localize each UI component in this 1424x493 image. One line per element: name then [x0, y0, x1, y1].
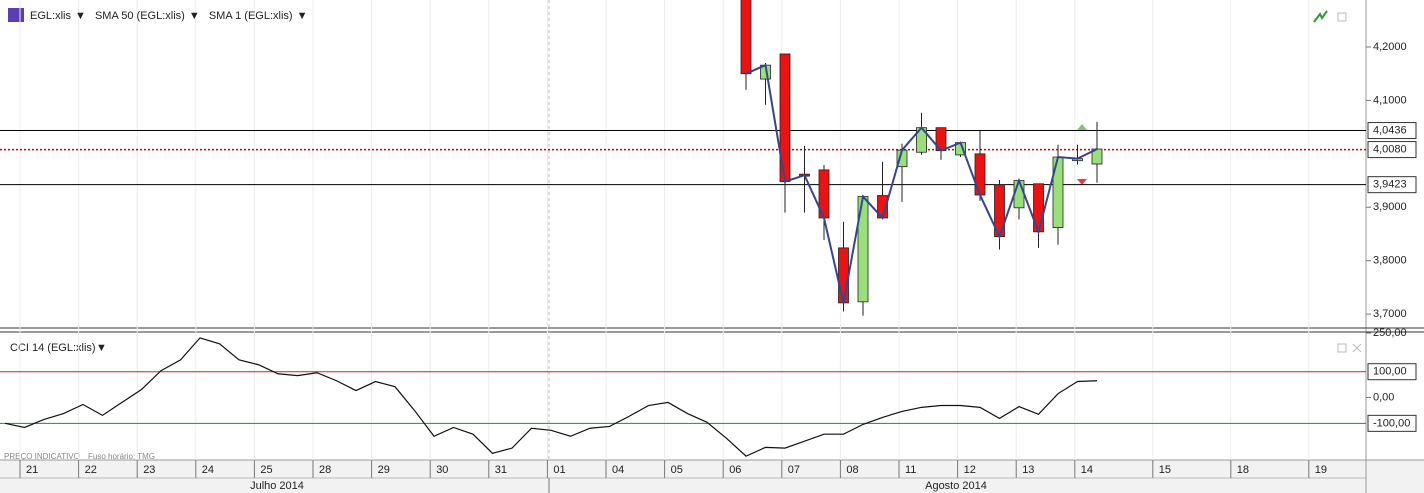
footer-note: Fuso horário: TMG [88, 452, 155, 461]
y-tick-label: 4,2000 [1373, 41, 1407, 53]
marker-down [1077, 179, 1087, 185]
x-tick-label: 07 [788, 464, 800, 476]
level-label-box [1367, 414, 1417, 432]
x-tick-label: 13 [1022, 464, 1034, 476]
month-label: Julho 2014 [250, 480, 304, 492]
dropdown-arrow[interactable]: ▼ [189, 10, 200, 22]
level-label: 4,0080 [1373, 143, 1407, 155]
x-tick-label: 08 [846, 464, 858, 476]
marker-up [1077, 124, 1087, 130]
level-label: 4,0436 [1373, 124, 1407, 136]
x-tick-label: 04 [612, 464, 624, 476]
x-tick-label: 22 [85, 464, 97, 476]
window-button[interactable] [1337, 343, 1347, 353]
x-tick-label: 29 [378, 464, 390, 476]
candle-body [974, 153, 986, 196]
y-tick-label: 4,1000 [1373, 94, 1407, 106]
x-tick-label: 01 [553, 464, 565, 476]
dropdown-arrow[interactable]: ▼ [297, 10, 308, 22]
x-tick-label: 14 [1081, 464, 1093, 476]
x-tick-label: 18 [1237, 464, 1249, 476]
close-button[interactable] [1352, 343, 1362, 353]
level-label-box [1367, 141, 1417, 159]
x-tick-label: 12 [964, 464, 976, 476]
level-label-box [1367, 363, 1417, 381]
x-tick-label: 30 [436, 464, 448, 476]
indicator-title[interactable]: CCI 14 (EGL:xlis) [10, 342, 96, 354]
footer-note: PREÇO INDICATIVO [4, 452, 80, 461]
level-label: -100,00 [1373, 417, 1410, 429]
x-tick-label: 05 [671, 464, 683, 476]
level-label-box [1367, 122, 1417, 140]
sma-line [745, 63, 1098, 304]
x-tick-label: 24 [202, 464, 214, 476]
level-label: 100,00 [1373, 366, 1407, 378]
plot-area [0, 337, 1366, 457]
x-axis-band [0, 460, 1424, 493]
cci-line [4, 337, 1098, 457]
x-tick-label: 23 [143, 464, 155, 476]
legend-entry[interactable]: EGL:xlis [30, 10, 71, 22]
y-tick-label: 3,8000 [1373, 255, 1407, 267]
y-tick-label: 250,00 [1373, 327, 1407, 339]
x-tick-label: 25 [260, 464, 272, 476]
legend-entry[interactable]: SMA 1 (EGL:xlis) [209, 10, 293, 22]
y-tick-label: 0,00 [1373, 391, 1394, 403]
x-tick-label: 19 [1315, 464, 1327, 476]
candle-body [740, 0, 752, 75]
window-button[interactable] [1337, 12, 1347, 22]
candle-body [1013, 180, 1025, 209]
candle-body [838, 247, 849, 304]
legend-entry[interactable]: SMA 50 (EGL:xlis) [95, 10, 185, 22]
x-tick-label: 21 [26, 464, 38, 476]
y-tick-label: 3,9000 [1373, 201, 1407, 213]
x-tick-label: 28 [319, 464, 331, 476]
x-tick-label: 31 [495, 464, 507, 476]
dropdown-arrow[interactable]: ▼ [96, 342, 107, 354]
level-label-box [1367, 176, 1417, 194]
y-tick-label: 3,7000 [1373, 308, 1407, 320]
trend-icon[interactable] [1313, 10, 1328, 23]
x-tick-label: 11 [905, 464, 916, 476]
x-tick-label: 15 [1159, 464, 1171, 476]
level-label: 3,9423 [1373, 179, 1407, 191]
month-label: Agosto 2014 [925, 480, 987, 492]
dropdown-arrow[interactable]: ▼ [75, 10, 86, 22]
plot-area [0, 0, 1366, 316]
x-tick-label: 06 [729, 464, 741, 476]
instrument-icon[interactable] [8, 8, 24, 22]
